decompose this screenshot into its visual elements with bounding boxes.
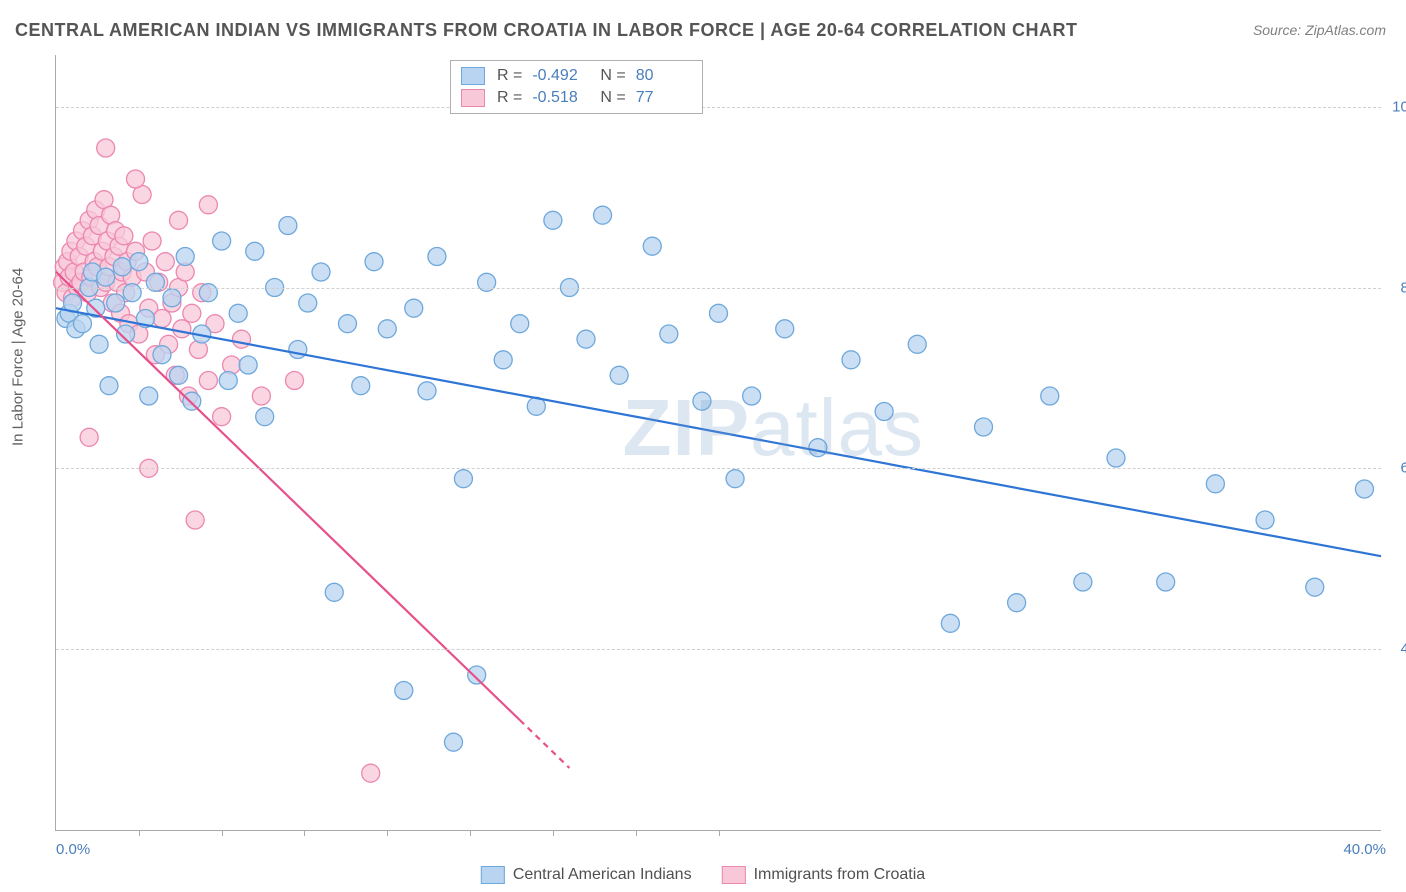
n-value-1: 80 bbox=[636, 67, 692, 85]
r-label: R = bbox=[497, 67, 522, 85]
x-tick-mark bbox=[304, 830, 305, 836]
correlation-legend: R = -0.492 N = 80 R = -0.518 N = 77 bbox=[450, 60, 703, 114]
legend-row-series-2: R = -0.518 N = 77 bbox=[461, 87, 692, 109]
gridline bbox=[56, 288, 1381, 289]
gridline bbox=[56, 468, 1381, 469]
source-attribution: Source: ZipAtlas.com bbox=[1253, 22, 1386, 38]
r-value-1: -0.492 bbox=[532, 67, 588, 85]
legend-row-series-1: R = -0.492 N = 80 bbox=[461, 65, 692, 87]
n-value-2: 77 bbox=[636, 89, 692, 107]
series-legend: Central American Indians Immigrants from… bbox=[481, 866, 925, 884]
r-label: R = bbox=[497, 89, 522, 107]
x-tick-mark bbox=[719, 830, 720, 836]
x-tick-mark bbox=[553, 830, 554, 836]
chart-title: CENTRAL AMERICAN INDIAN VS IMMIGRANTS FR… bbox=[15, 20, 1078, 41]
gridline bbox=[56, 107, 1381, 108]
n-label: N = bbox=[600, 67, 625, 85]
y-tick-label: 65.0% bbox=[1388, 460, 1406, 477]
swatch-icon bbox=[481, 866, 505, 884]
legend-item-1: Central American Indians bbox=[481, 866, 692, 884]
x-tick-mark bbox=[222, 830, 223, 836]
legend-label-2: Immigrants from Croatia bbox=[754, 866, 926, 884]
chart-canvas bbox=[56, 55, 1381, 830]
gridline bbox=[56, 649, 1381, 650]
x-tick-label-right: 40.0% bbox=[1343, 841, 1386, 858]
plot-area: 47.5%65.0%82.5%100.0%0.0%40.0% bbox=[55, 55, 1381, 831]
y-tick-label: 100.0% bbox=[1388, 98, 1406, 115]
x-tick-mark bbox=[387, 830, 388, 836]
x-tick-mark bbox=[139, 830, 140, 836]
swatch-series-2 bbox=[461, 89, 485, 107]
r-value-2: -0.518 bbox=[532, 89, 588, 107]
x-tick-mark bbox=[470, 830, 471, 836]
y-axis-label: In Labor Force | Age 20-64 bbox=[10, 268, 27, 446]
swatch-series-1 bbox=[461, 67, 485, 85]
n-label: N = bbox=[600, 89, 625, 107]
swatch-icon bbox=[722, 866, 746, 884]
x-tick-mark bbox=[636, 830, 637, 836]
legend-label-1: Central American Indians bbox=[513, 866, 692, 884]
x-tick-label-left: 0.0% bbox=[56, 841, 90, 858]
legend-item-2: Immigrants from Croatia bbox=[722, 866, 926, 884]
y-tick-label: 82.5% bbox=[1388, 279, 1406, 296]
y-tick-label: 47.5% bbox=[1388, 641, 1406, 658]
